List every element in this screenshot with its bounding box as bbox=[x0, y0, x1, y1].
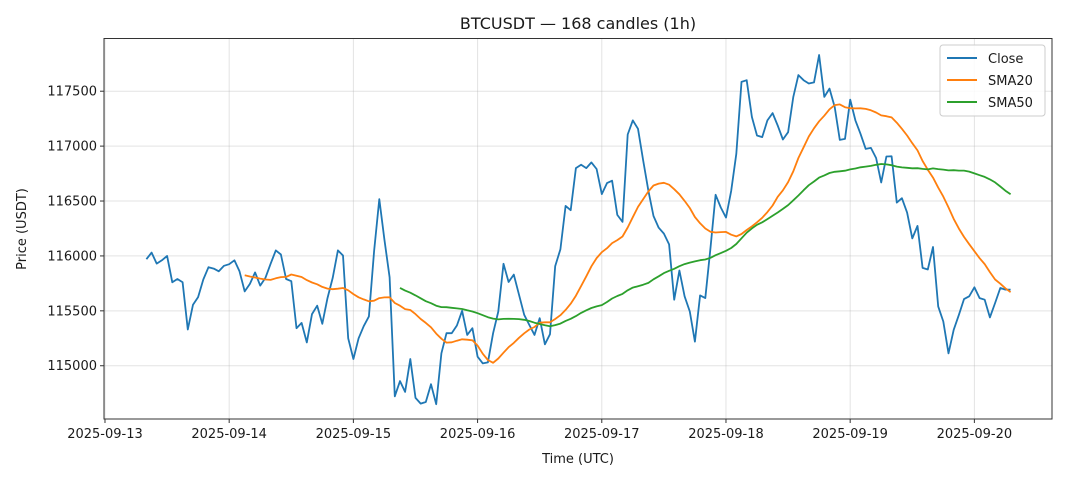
x-tick-label: 2025-09-17 bbox=[564, 427, 640, 442]
x-tick-label: 2025-09-15 bbox=[316, 427, 392, 442]
y-tick-label: 115500 bbox=[47, 304, 97, 319]
legend-box bbox=[939, 44, 1046, 117]
legend-label-close: Close bbox=[988, 52, 1023, 67]
x-tick-label: 2025-09-14 bbox=[191, 427, 267, 442]
legend-label-sma50: SMA50 bbox=[988, 96, 1033, 111]
chart-title: BTCUSDT — 168 candles (1h) bbox=[460, 14, 696, 33]
y-tick-label: 117000 bbox=[47, 140, 97, 155]
x-tick-label: 2025-09-16 bbox=[440, 427, 516, 442]
plot-frame bbox=[103, 38, 1053, 420]
legend-label-sma20: SMA20 bbox=[988, 74, 1033, 89]
x-tick-label: 2025-09-20 bbox=[937, 427, 1013, 442]
x-tick-label: 2025-09-13 bbox=[67, 427, 143, 442]
series-line-sma20 bbox=[244, 103, 1012, 364]
x-tick-label: 2025-09-18 bbox=[688, 427, 764, 442]
x-tick-label: 2025-09-19 bbox=[812, 427, 888, 442]
grid bbox=[104, 38, 1052, 419]
legend: Close SMA20 SMA50 bbox=[939, 44, 1046, 117]
y-tick-label: 116500 bbox=[47, 195, 97, 210]
y-tick-label: 115000 bbox=[47, 359, 97, 374]
y-axis: 115000 115500 116000 116500 117000 117500 bbox=[47, 85, 104, 374]
y-tick-label: 116000 bbox=[47, 249, 97, 264]
series-layer bbox=[145, 54, 1012, 406]
x-axis-label: Time (UTC) bbox=[541, 452, 614, 467]
x-axis: 2025-09-13 2025-09-14 2025-09-15 2025-09-16… bbox=[67, 419, 1012, 442]
series-line-sma50 bbox=[399, 163, 1012, 328]
y-tick-label: 117500 bbox=[47, 85, 97, 100]
series-line-close bbox=[145, 54, 1011, 406]
y-axis-label: Price (USDT) bbox=[15, 188, 30, 270]
